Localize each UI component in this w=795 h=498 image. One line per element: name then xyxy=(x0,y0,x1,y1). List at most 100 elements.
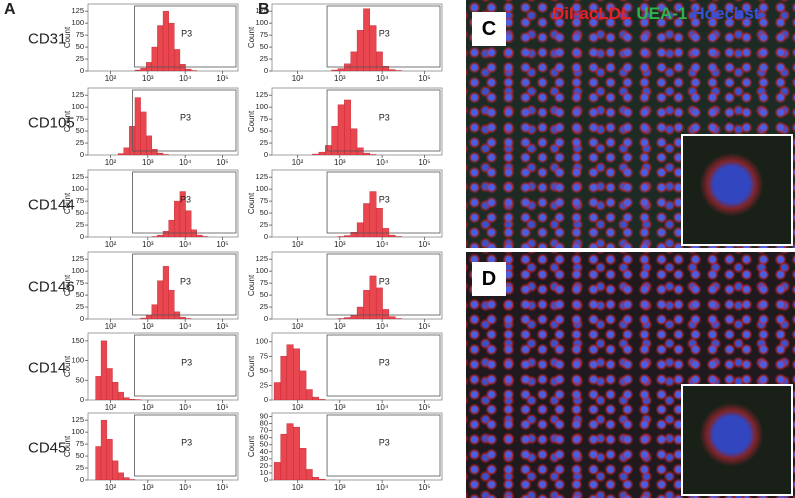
bar xyxy=(312,396,320,400)
y-tick-label: 50 xyxy=(76,208,84,217)
y-tick-label: 125 xyxy=(255,254,268,263)
x-tick-label: 10² xyxy=(105,158,117,167)
bar xyxy=(318,151,326,155)
plot-frame xyxy=(87,169,239,238)
y-tick-label: 25 xyxy=(76,302,84,311)
bars xyxy=(331,8,402,71)
bar xyxy=(106,368,113,400)
y-tick-label: 0 xyxy=(80,475,84,484)
y-axis-label: Count xyxy=(247,355,256,377)
y-tick-label: 75 xyxy=(76,278,84,287)
gate xyxy=(132,171,237,234)
x-tick-label: 10³ xyxy=(334,322,346,331)
x-tick-label: 10² xyxy=(292,240,304,249)
y-tick-label: 50 xyxy=(260,290,268,299)
y-tick-label: 125 xyxy=(71,172,84,181)
stain-legend: DiI-acLDL UEA-1 Hoechst xyxy=(552,4,764,24)
y-axis-label: Count xyxy=(247,26,256,48)
y-tick-label: 0 xyxy=(80,395,84,404)
x-tick-label: 10³ xyxy=(334,240,346,249)
row-label: CD146 xyxy=(28,278,75,295)
y-tick-label: 125 xyxy=(71,6,84,15)
bar xyxy=(162,266,169,319)
bar xyxy=(134,69,141,71)
bar xyxy=(344,63,351,71)
x-tick-label: 10³ xyxy=(142,403,154,412)
y-tick-label: 25 xyxy=(260,380,268,389)
x-tick-label: 10² xyxy=(292,322,304,331)
bar xyxy=(151,46,158,71)
y-tick-label: 75 xyxy=(76,114,84,123)
bar xyxy=(350,128,358,155)
row-label: CD45 xyxy=(28,439,66,456)
bars xyxy=(312,99,377,155)
y-tick-label: 75 xyxy=(260,114,268,123)
bar xyxy=(344,99,351,155)
x-tick-label: 10⁵ xyxy=(216,240,228,249)
bar xyxy=(273,462,281,480)
y-tick-label: 100 xyxy=(255,184,268,193)
y-tick-label: 50 xyxy=(76,42,84,51)
x-tick-label: 10³ xyxy=(334,74,346,83)
y-tick-label: 100 xyxy=(71,102,84,111)
bar xyxy=(185,210,192,237)
y-tick-label: 75 xyxy=(260,30,268,39)
bar xyxy=(382,309,390,319)
x-tick-label: 10⁴ xyxy=(376,74,389,83)
panel-label: A xyxy=(4,1,16,18)
y-tick-label: 90 xyxy=(260,412,268,421)
gate xyxy=(326,89,441,152)
y-axis-label: Count xyxy=(63,26,72,48)
bars xyxy=(273,423,326,480)
gate-label: P3 xyxy=(379,195,390,205)
gate xyxy=(326,5,441,68)
x-tick-label: 10⁴ xyxy=(179,403,192,412)
y-tick-label: 100 xyxy=(71,18,84,27)
y-tick-label: 75 xyxy=(260,278,268,287)
bar xyxy=(318,399,326,400)
bar xyxy=(369,191,377,237)
bar xyxy=(100,419,108,480)
micrograph-d xyxy=(466,252,795,498)
y-tick-label: 25 xyxy=(76,138,84,147)
bar xyxy=(273,382,281,400)
y-tick-label: 75 xyxy=(260,351,268,360)
x-tick-label: 10⁵ xyxy=(216,74,228,83)
bar xyxy=(151,149,158,155)
bar xyxy=(312,153,320,155)
bar xyxy=(280,433,288,480)
y-axis-label: Count xyxy=(63,274,72,296)
bar xyxy=(363,8,371,71)
y-tick-label: 0 xyxy=(80,150,84,159)
y-tick-label: 50 xyxy=(260,440,268,449)
gate-label: P3 xyxy=(379,438,390,448)
y-tick-label: 100 xyxy=(71,427,84,436)
gate xyxy=(326,171,441,234)
x-tick-label: 10² xyxy=(105,240,117,249)
panel-label: C xyxy=(472,12,506,46)
bar xyxy=(344,317,351,319)
y-tick-label: 75 xyxy=(76,439,84,448)
bar xyxy=(293,348,300,400)
bar xyxy=(388,69,396,71)
gate-label: P3 xyxy=(379,358,390,368)
x-tick-label: 10⁴ xyxy=(179,158,192,167)
x-tick-label: 10⁵ xyxy=(216,483,228,492)
y-tick-label: 0 xyxy=(264,314,268,323)
gate-label: P3 xyxy=(180,195,191,205)
y-tick-label: 25 xyxy=(260,302,268,311)
bar xyxy=(157,234,164,237)
x-tick-label: 10² xyxy=(292,74,304,83)
y-tick-label: 25 xyxy=(76,54,84,63)
y-tick-label: 100 xyxy=(71,184,84,193)
gate xyxy=(326,253,441,316)
y-tick-label: 100 xyxy=(71,266,84,275)
y-axis-label: Count xyxy=(63,110,72,132)
y-tick-label: 75 xyxy=(76,30,84,39)
bar xyxy=(123,147,130,155)
bar xyxy=(369,275,377,319)
bar xyxy=(196,234,203,237)
gate xyxy=(132,253,237,316)
y-tick-label: 50 xyxy=(260,126,268,135)
x-tick-label: 10⁴ xyxy=(179,322,192,331)
